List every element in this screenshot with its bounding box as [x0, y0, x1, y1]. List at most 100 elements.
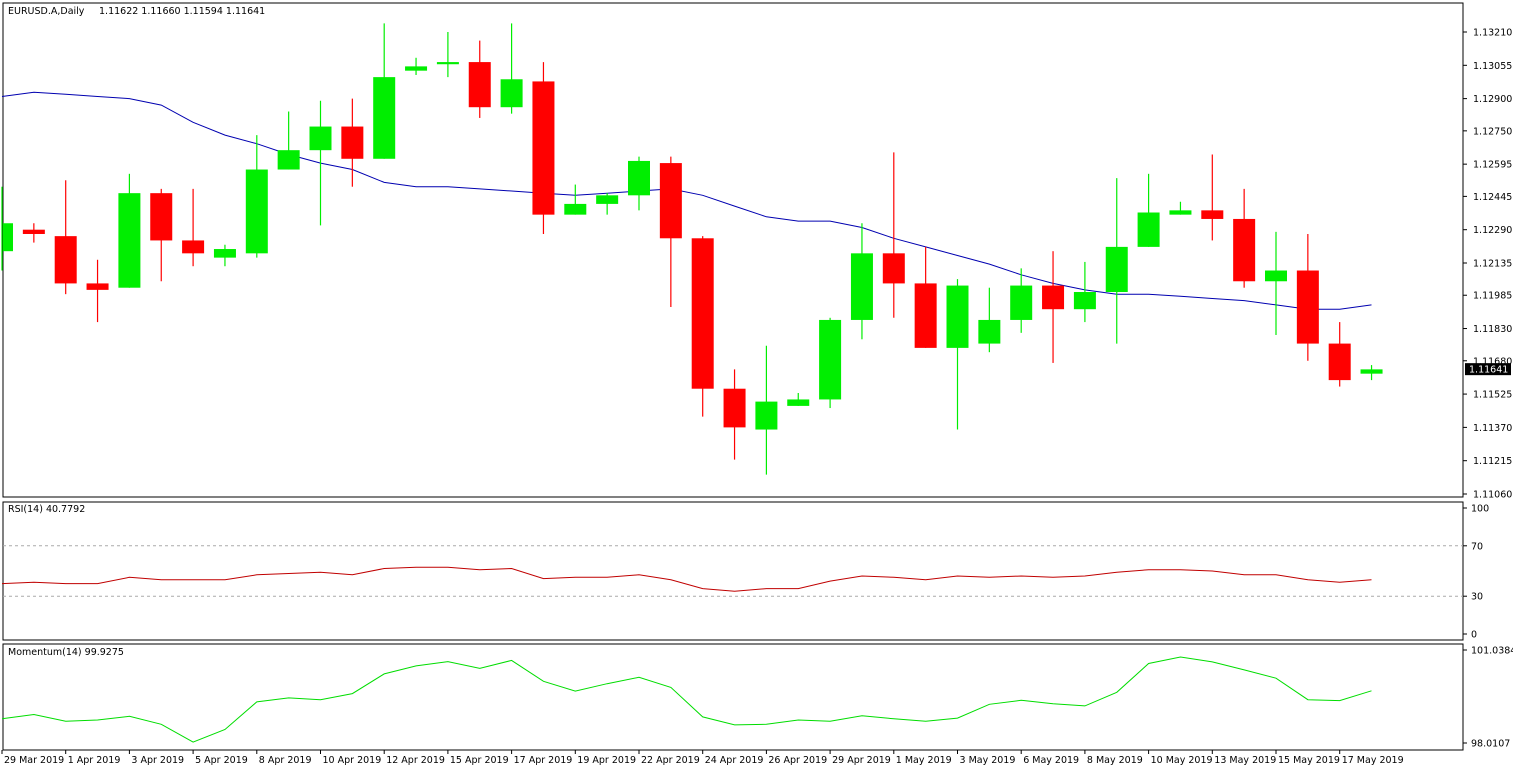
rsi-panel[interactable]: 100 70 30 0	[1, 504, 1489, 641]
rsi-line	[1, 566, 1372, 592]
candle[interactable]	[1201, 154, 1224, 241]
price-tick-label: 1.11680	[1473, 356, 1512, 367]
candle-body[interactable]	[659, 163, 682, 239]
x-tick-label: 10 Apr 2019	[323, 755, 382, 766]
candle-body[interactable]	[309, 126, 332, 151]
candle[interactable]	[1328, 322, 1351, 387]
candle[interactable]	[564, 184, 587, 215]
candle[interactable]	[1, 186, 13, 271]
candle[interactable]	[86, 259, 109, 323]
candle-body[interactable]	[405, 66, 428, 71]
candle[interactable]	[723, 369, 746, 460]
candle-body[interactable]	[468, 62, 491, 108]
candle[interactable]	[787, 393, 810, 406]
candle[interactable]	[341, 98, 364, 187]
candle[interactable]	[819, 317, 842, 409]
candle-body[interactable]	[436, 62, 459, 65]
candle[interactable]	[755, 345, 778, 475]
candle-body[interactable]	[914, 283, 937, 348]
candle-body[interactable]	[1328, 343, 1351, 381]
candle[interactable]	[628, 156, 650, 211]
candle-body[interactable]	[882, 253, 905, 284]
candle-body[interactable]	[1105, 246, 1128, 293]
candle-body[interactable]	[564, 203, 587, 215]
candle[interactable]	[1105, 178, 1128, 344]
candle[interactable]	[277, 111, 300, 170]
candle-body[interactable]	[373, 77, 396, 159]
candle-body[interactable]	[1360, 369, 1383, 374]
candle-body[interactable]	[691, 238, 714, 389]
candle-body[interactable]	[182, 240, 205, 254]
candle-body[interactable]	[1137, 212, 1160, 247]
candle-body[interactable]	[1265, 270, 1287, 282]
candle-body[interactable]	[3, 223, 13, 252]
candle[interactable]	[1233, 188, 1256, 288]
candle-body[interactable]	[500, 79, 523, 108]
candle[interactable]	[213, 244, 236, 267]
candle-body[interactable]	[532, 81, 555, 215]
candle-body[interactable]	[819, 319, 842, 400]
candle-body[interactable]	[1169, 210, 1192, 215]
candle[interactable]	[1042, 251, 1065, 363]
price-tick-label: 1.11215	[1473, 456, 1512, 467]
candle-body[interactable]	[213, 249, 236, 258]
moving-average-line	[1, 91, 1372, 310]
candle-body[interactable]	[723, 388, 746, 428]
candle-body[interactable]	[1042, 285, 1065, 310]
candle[interactable]	[436, 32, 459, 78]
price-tick-label: 1.11985	[1473, 291, 1512, 302]
candle[interactable]	[1010, 268, 1033, 333]
candle[interactable]	[1296, 233, 1319, 361]
candle-body[interactable]	[1010, 285, 1033, 320]
candle[interactable]	[373, 23, 396, 159]
candle-body[interactable]	[1201, 210, 1224, 219]
candle-body[interactable]	[277, 150, 300, 170]
rsi-tick-label: 70	[1471, 541, 1483, 552]
candle[interactable]	[1265, 231, 1287, 335]
candle-body[interactable]	[946, 285, 969, 348]
candle-body[interactable]	[1233, 218, 1256, 282]
candle[interactable]	[309, 100, 332, 226]
candle[interactable]	[468, 40, 491, 118]
candle[interactable]	[978, 287, 1001, 353]
candle-body[interactable]	[978, 319, 1001, 344]
candle[interactable]	[1137, 173, 1160, 247]
candle-body[interactable]	[850, 253, 873, 320]
candle[interactable]	[150, 188, 173, 282]
candle-body[interactable]	[628, 160, 650, 196]
candle[interactable]	[54, 180, 77, 295]
candle[interactable]	[1360, 365, 1383, 381]
candle-body[interactable]	[787, 399, 810, 406]
candle[interactable]	[882, 152, 905, 318]
price-panel[interactable]: 1.13210 1.13055 1.12900 1.12750 1.12595 1.124…	[1, 23, 1512, 501]
candle[interactable]	[182, 188, 205, 267]
candle[interactable]	[405, 57, 428, 75]
candle[interactable]	[596, 193, 619, 215]
candle[interactable]	[245, 135, 268, 258]
candle[interactable]	[118, 173, 141, 288]
candle-body[interactable]	[150, 193, 173, 241]
candle-body[interactable]	[245, 169, 268, 254]
candle-body[interactable]	[1296, 270, 1319, 344]
candle-body[interactable]	[341, 126, 364, 159]
candle[interactable]	[914, 246, 937, 348]
candle-body[interactable]	[118, 193, 141, 288]
candle[interactable]	[1073, 261, 1096, 323]
candle[interactable]	[500, 23, 523, 114]
candle-body[interactable]	[86, 283, 109, 290]
candle[interactable]	[946, 279, 969, 430]
candle-body[interactable]	[22, 229, 45, 234]
candle[interactable]	[22, 223, 45, 243]
candle[interactable]	[850, 223, 873, 340]
candle-body[interactable]	[755, 401, 778, 430]
x-tick-label: 19 Apr 2019	[577, 755, 636, 766]
candle-body[interactable]	[596, 195, 619, 204]
candle-body[interactable]	[1073, 292, 1096, 310]
momentum-title: Momentum(14) 99.9275	[8, 647, 124, 658]
candle[interactable]	[1169, 201, 1192, 215]
candle[interactable]	[532, 62, 555, 234]
candle-body[interactable]	[54, 236, 77, 284]
candle[interactable]	[691, 236, 714, 417]
candle[interactable]	[659, 156, 682, 308]
momentum-panel[interactable]: 101.0384 98.0107	[1, 646, 1513, 750]
